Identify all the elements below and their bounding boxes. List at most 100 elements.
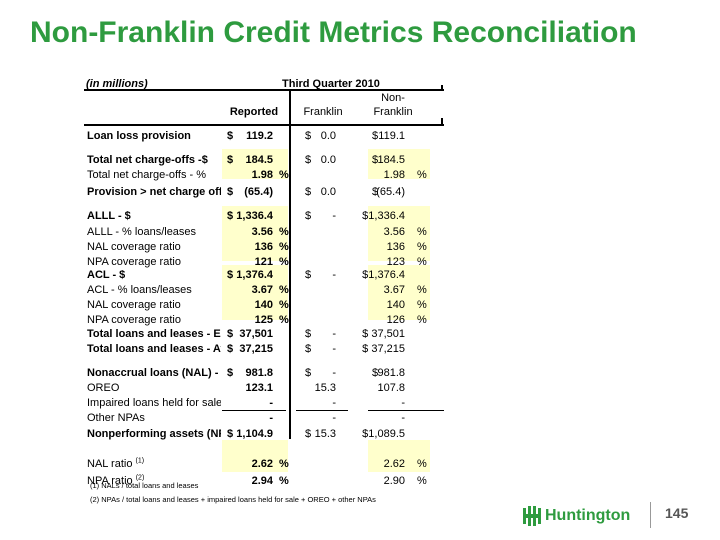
- row-label: ALLL - $: [87, 209, 131, 224]
- nonfranklin-value: 3.67: [383, 284, 405, 296]
- column-divider: [289, 89, 291, 439]
- nonfranklin-currency: $: [372, 367, 379, 379]
- nonfranklin-value: 119.1: [378, 130, 405, 142]
- brand-name: Huntington: [545, 507, 631, 524]
- franklin-value: 15.3: [314, 428, 336, 440]
- table-row: ALLL - % loans/leases 3.56% 3.56%: [0, 225, 720, 240]
- table-edge-tick: [441, 118, 443, 124]
- table-row: NAL ratio (1) 2.62% 2.62%: [0, 457, 720, 472]
- column-header-nonfranklin: Non-: [381, 92, 405, 104]
- franklin-currency: $: [305, 328, 312, 340]
- row-label-text: ACL - % loans/leases: [87, 284, 192, 296]
- reported-value: 121: [254, 256, 273, 268]
- nonfranklin-value: 126: [386, 314, 405, 326]
- row-label-text: Loan loss provision: [87, 130, 191, 142]
- reported-value: 140: [254, 299, 273, 311]
- row-label: Nonaccrual loans (NAL) - EOP: [87, 366, 221, 381]
- subtotal-rule: [222, 410, 286, 411]
- row-label-text: Total loans and leases - EOP: [87, 328, 221, 340]
- row-label-text: Nonaccrual loans (NAL) - EOP: [87, 367, 221, 379]
- franklin-currency: $: [305, 130, 312, 142]
- row-label: NPA coverage ratio: [87, 313, 181, 328]
- reported-currency: $: [227, 210, 234, 222]
- reported-percent-sign: %: [279, 256, 289, 268]
- franklin-currency: $: [305, 210, 312, 222]
- nonfranklin-value: -: [401, 397, 405, 409]
- nonfranklin-currency: $: [372, 186, 379, 198]
- reported-percent-sign: %: [279, 314, 289, 326]
- franklin-value: -: [332, 397, 336, 409]
- table-row: NAL coverage ratio 136% 136%: [0, 240, 720, 255]
- huntington-logo-icon: [523, 506, 541, 526]
- row-label: Impaired loans held for sale: [87, 396, 221, 411]
- row-label-text: NPA coverage ratio: [87, 256, 181, 268]
- highlight-block: [222, 265, 288, 320]
- table-row: Nonperforming assets (NPA)$1,104.9$15.3$…: [0, 427, 720, 442]
- table-row: Total loans and leases - EOP $37,501 $ - $ 3…: [0, 327, 720, 342]
- row-label: ACL - % loans/leases: [87, 283, 192, 298]
- reported-value: 136: [254, 241, 273, 253]
- row-label-text: Nonperforming assets (NPA): [87, 428, 221, 440]
- highlight-block: [368, 206, 430, 261]
- franklin-value: -: [332, 412, 336, 424]
- table-top-rule: [84, 89, 444, 91]
- franklin-value: 15.3: [314, 382, 336, 394]
- row-label-text: ACL - $: [87, 269, 126, 281]
- franklin-value: 0.0: [320, 130, 336, 142]
- footnote-1: (1) NALs / total loans and leases: [90, 481, 199, 490]
- reported-value: 3.67: [251, 284, 273, 296]
- franklin-currency: $: [305, 186, 312, 198]
- reported-value: 1,336.4: [236, 210, 273, 222]
- reported-value: 37,501: [239, 328, 273, 340]
- reported-value: -: [269, 397, 273, 409]
- franklin-value: -: [332, 210, 336, 222]
- reported-currency: $: [227, 154, 234, 166]
- row-label-text: NAL coverage ratio: [87, 299, 181, 311]
- row-label: NAL ratio (1): [87, 457, 144, 472]
- nonfranklin-percent-sign: %: [417, 314, 427, 326]
- franklin-currency: $: [305, 343, 312, 355]
- reported-value: 37,215: [239, 343, 273, 355]
- row-label-text: Impaired loans held for sale: [87, 397, 221, 409]
- nonfranklin-percent-sign: %: [417, 241, 427, 253]
- table-row: Total net charge-offs - % 1.98% 1.98%: [0, 168, 720, 183]
- row-label-text: ALLL - $: [87, 210, 131, 222]
- table-row: ALLL - $ $1,336.4 $ - $1,336.4: [0, 209, 720, 224]
- nonfranklin-currency: $: [372, 130, 379, 142]
- row-label: NAL coverage ratio: [87, 298, 181, 313]
- highlight-block: [222, 440, 288, 472]
- column-header-reported: Reported: [229, 106, 279, 118]
- franklin-value: -: [332, 328, 336, 340]
- row-label: Total loans and leases - Avg: [87, 342, 221, 357]
- nonfranklin-value: 1.98: [383, 169, 405, 181]
- row-label: Total net charge-offs - %: [87, 168, 206, 183]
- row-label-text: Provision > net charge offs: [87, 186, 221, 198]
- nonfranklin-percent-sign: %: [417, 226, 427, 238]
- row-label-text: NAL ratio: [87, 458, 133, 470]
- reported-value: 981.8: [245, 367, 273, 379]
- table-row: NPA ratio (2) 2.94% 2.90%: [0, 474, 720, 489]
- reported-value: 2.94: [251, 475, 273, 487]
- footnote-marker: (2): [135, 474, 145, 482]
- reported-currency: $: [227, 130, 234, 142]
- reported-value: 123.1: [245, 382, 273, 394]
- franklin-currency: $: [305, 428, 312, 440]
- reported-value: 1,104.9: [236, 428, 273, 440]
- reported-value: (65.4): [244, 186, 273, 198]
- slide-title: Non-Franklin Credit Metrics Reconciliati…: [30, 16, 637, 49]
- highlight-block: [222, 206, 288, 261]
- reported-percent-sign: %: [279, 458, 289, 470]
- franklin-currency: $: [305, 367, 312, 379]
- reported-percent-sign: %: [279, 226, 289, 238]
- row-label: ALLL - % loans/leases: [87, 225, 196, 240]
- row-label: Loan loss provision: [87, 129, 191, 144]
- reported-value: -: [269, 412, 273, 424]
- reported-currency: $: [227, 428, 234, 440]
- reported-value: 2.62: [251, 458, 273, 470]
- row-label: OREO: [87, 381, 119, 396]
- franklin-value: -: [332, 367, 336, 379]
- table-row: Other NPAs - - -: [0, 411, 720, 426]
- nonfranklin-value: 981.8: [377, 367, 405, 379]
- franklin-value: -: [332, 269, 336, 281]
- nonfranklin-value: $1,089.5: [362, 428, 405, 440]
